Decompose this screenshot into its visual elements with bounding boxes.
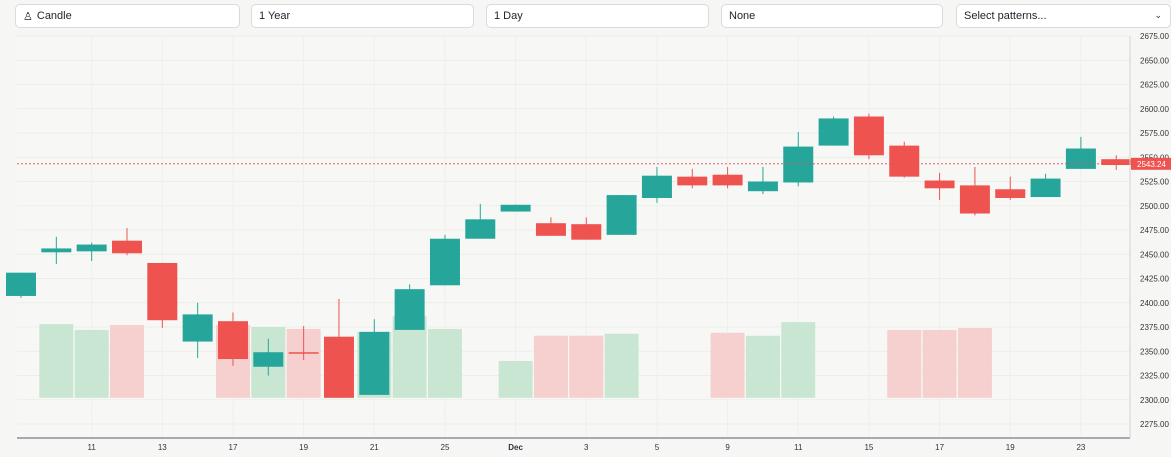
y-tick-label: 2450.00 — [1140, 250, 1169, 259]
y-tick-label: 2600.00 — [1140, 105, 1169, 114]
x-tick-label: 3 — [584, 443, 589, 452]
volume-bar — [569, 335, 604, 398]
candle-body[interactable] — [359, 331, 390, 395]
x-tick-label: 17 — [229, 443, 238, 452]
candle-body[interactable] — [818, 118, 849, 146]
candle-body[interactable] — [783, 146, 814, 183]
volume-bar — [710, 332, 745, 398]
candle-body[interactable] — [147, 262, 178, 321]
x-tick-label: Dec — [508, 443, 523, 452]
candle-body[interactable] — [323, 336, 354, 398]
volume-bar — [498, 360, 533, 398]
x-tick-label: 21 — [370, 443, 379, 452]
candle-body[interactable] — [394, 289, 425, 330]
volume-bar — [745, 335, 780, 398]
patterns-select[interactable]: Select patterns... ⌄ — [956, 4, 1171, 28]
y-tick-label: 2550.00 — [1140, 153, 1169, 162]
volume-bar — [74, 329, 109, 398]
volume-bar — [957, 327, 992, 398]
x-tick-label: 19 — [299, 443, 308, 452]
candle-icon: ♙ — [23, 10, 33, 23]
y-tick-label: 2400.00 — [1140, 299, 1169, 308]
y-tick-label: 2325.00 — [1140, 372, 1169, 381]
indicator-dropdown[interactable]: None — [721, 4, 943, 28]
interval-label: 1 Day — [494, 10, 523, 22]
candle-body[interactable] — [571, 224, 602, 240]
candle-body[interactable] — [111, 240, 142, 254]
candle-body[interactable] — [853, 116, 884, 156]
candle-body[interactable] — [889, 145, 920, 177]
candle-body[interactable] — [465, 219, 496, 239]
patterns-placeholder: Select patterns... — [964, 10, 1047, 22]
candle-body[interactable] — [217, 321, 248, 360]
candle-body[interactable] — [429, 238, 460, 286]
volume-bar — [427, 328, 462, 398]
chart-toolbar: ♙ Candle 1 Year 1 Day None Select patter… — [0, 0, 1171, 36]
x-tick-label: 5 — [655, 443, 660, 452]
range-dropdown[interactable]: 1 Year — [251, 4, 474, 28]
candle-body[interactable] — [1030, 178, 1061, 198]
candle-body[interactable] — [1101, 159, 1132, 166]
candle-body[interactable] — [1065, 148, 1096, 169]
x-tick-label: 9 — [725, 443, 730, 452]
y-tick-label: 2575.00 — [1140, 129, 1169, 138]
volume-bar — [604, 333, 639, 398]
x-tick-label: 17 — [935, 443, 944, 452]
x-tick-label: 11 — [88, 443, 97, 452]
volume-bar — [922, 329, 957, 398]
x-tick-label: 19 — [1006, 443, 1015, 452]
candle-body[interactable] — [606, 195, 637, 235]
interval-dropdown[interactable]: 1 Day — [486, 4, 709, 28]
candle-body[interactable] — [6, 272, 36, 296]
candle-body[interactable] — [76, 244, 107, 252]
x-tick-label: 15 — [864, 443, 873, 452]
y-tick-label: 2350.00 — [1140, 347, 1169, 356]
volume-bar — [533, 335, 568, 398]
candle-body[interactable] — [747, 181, 778, 192]
last-price-badge — [1131, 157, 1171, 170]
chart-type-label: Candle — [36, 10, 72, 22]
y-tick-label: 2625.00 — [1140, 81, 1169, 90]
candle-body[interactable] — [677, 176, 708, 186]
y-tick-label: 2500.00 — [1140, 202, 1169, 211]
y-tick-label: 2525.00 — [1140, 178, 1169, 187]
candle-body[interactable] — [641, 175, 672, 198]
candle-body[interactable] — [535, 223, 566, 236]
candle-body[interactable] — [182, 314, 213, 342]
volume-bar — [109, 325, 144, 398]
x-tick-label: 13 — [158, 443, 167, 452]
chart-type-dropdown[interactable]: ♙ Candle — [15, 4, 240, 28]
x-tick-label: 25 — [441, 443, 450, 452]
indicator-label: None — [729, 10, 756, 22]
y-tick-label: 2300.00 — [1140, 396, 1169, 405]
candle-body[interactable] — [500, 204, 531, 212]
range-label: 1 Year — [259, 10, 291, 22]
candle-body[interactable] — [995, 189, 1026, 198]
x-tick-label: 11 — [794, 443, 803, 452]
volume-bar — [39, 324, 74, 398]
y-tick-label: 2375.00 — [1140, 323, 1169, 332]
y-tick-label: 2675.00 — [1140, 32, 1169, 41]
volume-bar — [887, 329, 922, 398]
candle-body[interactable] — [253, 352, 284, 367]
candle-body[interactable] — [959, 185, 990, 214]
candle-body[interactable] — [712, 174, 743, 186]
y-tick-label: 2475.00 — [1140, 226, 1169, 235]
candle-body[interactable] — [924, 180, 955, 189]
x-tick-label: 23 — [1076, 443, 1085, 452]
volume-bar — [781, 322, 816, 398]
last-price-label: 2543.24 — [1137, 160, 1166, 169]
candle-body[interactable] — [288, 352, 319, 354]
chevron-down-icon: ⌄ — [1154, 10, 1162, 20]
y-tick-label: 2650.00 — [1140, 56, 1169, 65]
y-tick-label: 2425.00 — [1140, 275, 1169, 284]
y-tick-label: 2275.00 — [1140, 420, 1169, 429]
candle-body[interactable] — [41, 248, 72, 253]
